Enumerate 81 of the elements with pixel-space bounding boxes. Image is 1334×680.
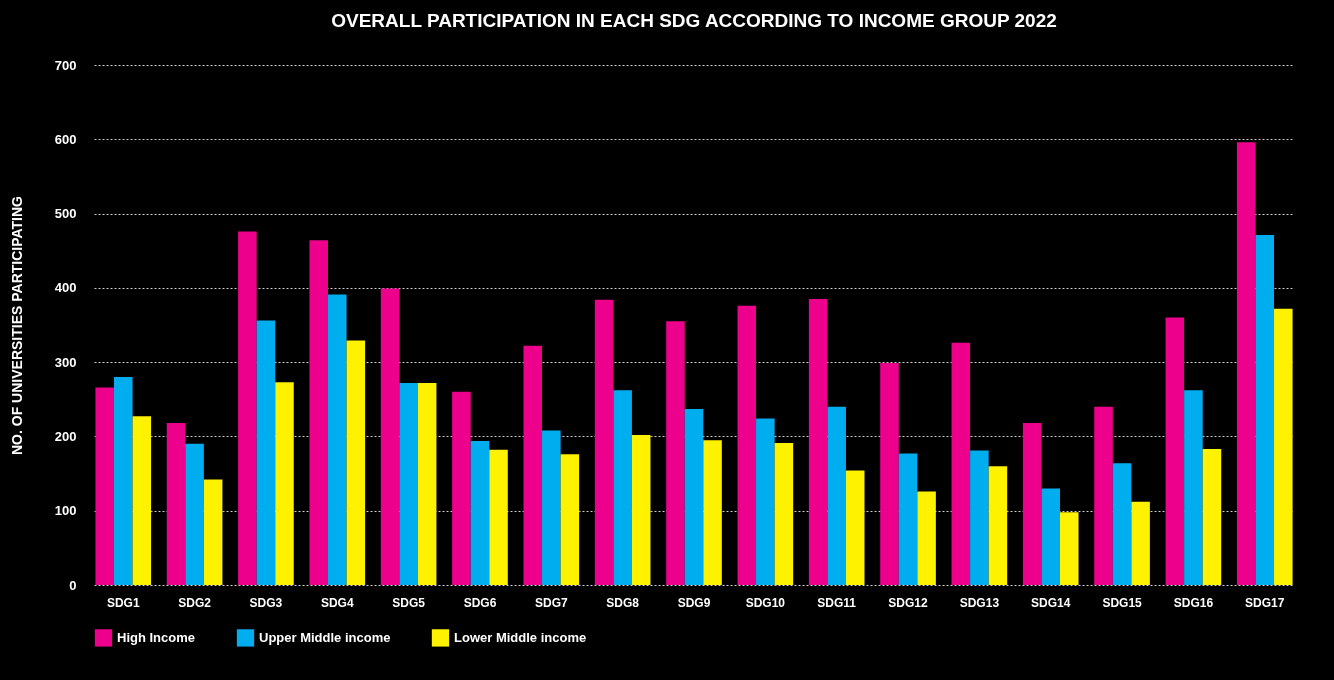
x-tick-label: SDG10 (745, 595, 786, 610)
bar (1059, 512, 1079, 585)
bar (917, 491, 936, 585)
x-tick-label: SDG8 (606, 595, 640, 610)
bar (560, 454, 580, 585)
legend-label: High Income (117, 629, 196, 645)
y-tick-label: 0 (69, 577, 77, 593)
bar (827, 406, 846, 585)
x-tick-label: SDG11 (817, 595, 857, 610)
x-tick-label: SDG6 (463, 595, 497, 610)
bar (1202, 449, 1222, 585)
x-tick-label: SDG7 (534, 595, 568, 610)
y-tick-label: 100 (54, 503, 77, 519)
bar (417, 382, 437, 585)
bar (346, 340, 366, 585)
bar (256, 320, 276, 585)
bar (703, 440, 722, 585)
bar (1255, 235, 1275, 585)
x-tick-label: SDG3 (249, 595, 283, 610)
y-tick-label: 600 (54, 131, 77, 147)
y-tick-label: 400 (54, 280, 77, 296)
bar (880, 362, 899, 585)
bar (489, 449, 508, 585)
bar (613, 390, 632, 585)
x-tick-label: SDG16 (1173, 595, 1214, 610)
y-tick-label: 300 (54, 354, 77, 370)
bar (737, 305, 757, 585)
bar (275, 382, 294, 585)
bar (1184, 390, 1203, 585)
y-axis-title: NO. OF UNIVERSITIES PARTICIPATING (8, 195, 25, 456)
x-tick-label: SDG12 (888, 595, 929, 610)
bar (631, 434, 651, 585)
bar (774, 443, 794, 585)
bar (95, 387, 114, 585)
bar (970, 450, 989, 585)
bar (594, 299, 614, 585)
bar (399, 382, 418, 585)
x-tick-label: SDG14 (1031, 595, 1071, 610)
bar (113, 377, 133, 585)
bar (328, 294, 347, 585)
bar (1274, 308, 1293, 585)
x-tick-label: SDG2 (178, 595, 212, 610)
bar (380, 288, 400, 585)
bar (132, 416, 152, 585)
bar (166, 423, 186, 585)
bar (1041, 488, 1060, 585)
bar (1165, 317, 1185, 585)
bar (542, 430, 561, 585)
x-tick-label: SDG15 (1102, 595, 1143, 610)
bar (666, 321, 685, 585)
x-tick-label: SDG4 (320, 595, 354, 610)
x-tick-label: SDG9 (677, 595, 711, 610)
bar (951, 342, 971, 585)
bar (845, 470, 865, 585)
bar (1112, 463, 1132, 585)
y-tick-label: 500 (54, 206, 77, 222)
y-tick-label: 700 (54, 57, 77, 73)
bar (1094, 406, 1113, 585)
bar (185, 443, 204, 585)
bar (238, 231, 257, 585)
bar (452, 391, 471, 585)
x-tick-label: SDG1 (106, 595, 140, 610)
x-tick-label: SDG5 (392, 595, 426, 610)
chart-title: OVERALL PARTICIPATION IN EACH SDG ACCORDING TO INCOME GROUP 2022 (331, 10, 1057, 31)
bar (1022, 423, 1042, 585)
bar (203, 479, 223, 585)
bar (808, 299, 828, 585)
bar (523, 345, 543, 585)
legend-label: Lower Middle income (454, 629, 587, 645)
bar (470, 440, 490, 585)
bar (309, 240, 329, 585)
x-tick-label: SDG17 (1245, 595, 1285, 610)
legend-label: Upper Middle income (259, 629, 391, 645)
y-tick-label: 200 (54, 428, 77, 444)
bar (898, 453, 918, 585)
bar (1131, 501, 1150, 585)
bar (988, 466, 1008, 585)
bar (684, 408, 704, 585)
bar (756, 418, 775, 585)
bar (1236, 142, 1256, 585)
x-tick-label: SDG13 (959, 595, 1000, 610)
